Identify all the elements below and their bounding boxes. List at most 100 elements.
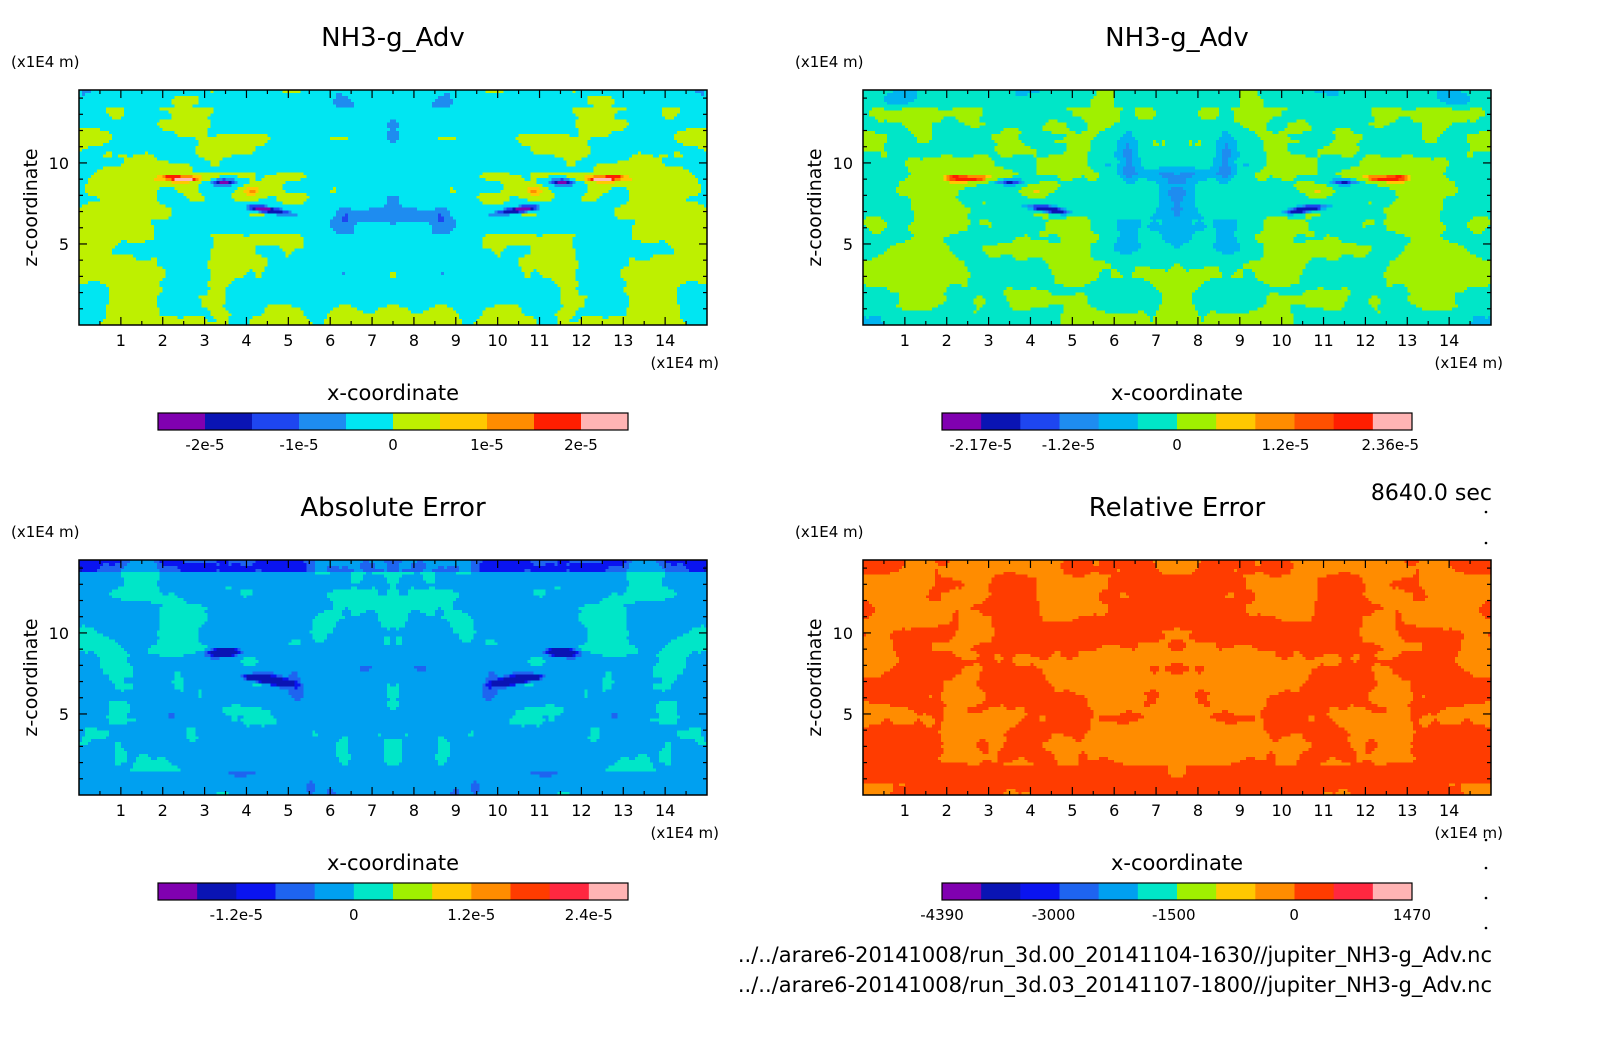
y-unit-label: (x1E4 m) <box>795 53 864 71</box>
x-tick-label: 6 <box>1109 801 1119 820</box>
colorbar-swatch <box>487 413 535 430</box>
x-tick-label: 3 <box>984 801 994 820</box>
x-tick-label: 11 <box>1313 331 1333 350</box>
x-tick-label: 14 <box>655 801 675 820</box>
relative-error-panel: Relative Error (x1E4 m) (x1E4 m) x-coordina… <box>795 493 1503 924</box>
colorbar-tick-label: 1.2e-5 <box>1261 436 1309 454</box>
colorbar-swatch <box>1372 883 1413 900</box>
y-tick-label: 10 <box>49 624 69 643</box>
colorbar-swatch <box>236 883 276 900</box>
colorbar-tick-label: -1500 <box>1152 906 1196 924</box>
x-tick-label: 10 <box>1271 331 1291 350</box>
colorbar-tick-label: -1.2e-5 <box>210 906 263 924</box>
colorbar-swatch <box>1098 413 1139 430</box>
colorbar-tick-label: 1470 <box>1393 906 1431 924</box>
x-tick-label: 10 <box>1271 801 1291 820</box>
colorbar-swatch <box>299 413 347 430</box>
colorbar-swatch <box>440 413 488 430</box>
x-tick-label: 9 <box>1235 331 1245 350</box>
colorbar-swatch <box>158 883 198 900</box>
colorbar-frame <box>157 412 629 431</box>
x-tick-label: 6 <box>325 801 335 820</box>
colorbar-swatch <box>275 883 316 900</box>
heatmap-field <box>79 560 707 795</box>
colorbar-swatch <box>1177 883 1217 900</box>
y-tick-label: 10 <box>833 624 853 643</box>
x-tick-label: 5 <box>283 331 293 350</box>
colorbar-tick-label: 2e-5 <box>564 436 598 454</box>
x-tick-label: 2 <box>942 801 952 820</box>
absolute-error-panel: Absolute Error (x1E4 m) (x1E4 m) x-coordina… <box>11 493 719 924</box>
y-tick-label: 5 <box>843 705 853 724</box>
colorbar-swatch <box>346 413 394 430</box>
x-tick-label: 1 <box>900 801 910 820</box>
x-tick-label: 10 <box>487 801 507 820</box>
colorbar-swatch <box>158 413 206 430</box>
y-unit-label: (x1E4 m) <box>11 523 80 541</box>
x-tick-label: 5 <box>283 801 293 820</box>
x-axis-label: x-coordinate <box>327 381 459 405</box>
colorbar-swatch <box>1255 413 1295 430</box>
x-tick-label: 11 <box>1313 801 1333 820</box>
x-tick-label: 8 <box>409 801 419 820</box>
y-axis-label: z-coordinate <box>804 618 826 736</box>
colorbar-swatch <box>197 883 237 900</box>
x-tick-label: 4 <box>1025 331 1035 350</box>
x-tick-label: 5 <box>1067 331 1077 350</box>
x-tick-label: 4 <box>1025 801 1035 820</box>
colorbar-swatch <box>1137 413 1178 430</box>
x-tick-label: 9 <box>451 801 461 820</box>
colorbar-swatch <box>205 413 253 430</box>
colorbar: -2.17e-5 -1.2e-5 0 1.2e-5 2.36e-5 <box>941 412 1420 454</box>
x-tick-label: 12 <box>1355 331 1375 350</box>
colorbar-swatch <box>314 883 355 900</box>
chart-title: Absolute Error <box>300 493 486 523</box>
heatmap-field <box>79 90 707 325</box>
colorbar-frame <box>941 882 1413 901</box>
x-unit-label: (x1E4 m) <box>1434 354 1503 372</box>
y-unit-label: (x1E4 m) <box>11 53 80 71</box>
x-tick-label: 1 <box>116 801 126 820</box>
colorbar-tick-label: -2.17e-5 <box>949 436 1012 454</box>
x-tick-label: 8 <box>1193 331 1203 350</box>
chart-title: Relative Error <box>1089 493 1266 523</box>
colorbar-swatch <box>471 883 511 900</box>
colorbar-swatch <box>1098 883 1139 900</box>
colorbar-swatch <box>942 413 982 430</box>
x-axis-label: x-coordinate <box>1111 851 1243 875</box>
colorbar-swatch <box>1216 413 1256 430</box>
colorbar-tick-label: 2.36e-5 <box>1362 436 1420 454</box>
colorbar-tick-label: -1.2e-5 <box>1042 436 1095 454</box>
x-tick-label: 3 <box>200 801 210 820</box>
y-tick-label: 5 <box>59 705 69 724</box>
colorbar-swatch <box>1294 413 1335 430</box>
colorbar-swatch <box>393 883 433 900</box>
heatmap-field <box>863 560 1491 795</box>
x-tick-label: 13 <box>613 331 633 350</box>
x-tick-label: 5 <box>1067 801 1077 820</box>
colorbar-tick-label: -4390 <box>920 906 964 924</box>
colorbar-swatch <box>942 883 982 900</box>
colorbar-frame <box>941 412 1413 431</box>
colorbar-swatch <box>1177 413 1217 430</box>
x-tick-label: 14 <box>1439 331 1459 350</box>
x-tick-label: 7 <box>1151 331 1161 350</box>
x-tick-label: 7 <box>1151 801 1161 820</box>
x-tick-label: 6 <box>325 331 335 350</box>
x-tick-label: 3 <box>984 331 994 350</box>
colorbar-swatch <box>1333 413 1374 430</box>
colorbar-swatch <box>1294 883 1335 900</box>
heatmap-field <box>863 90 1491 325</box>
colorbar-swatch <box>1059 883 1100 900</box>
colorbar-tick-label: 0 <box>388 436 398 454</box>
colorbar-tick-label: 0 <box>1172 436 1182 454</box>
nh3-panel-1: NH3-g_Adv (x1E4 m) (x1E4 m) x-coordinate z-c… <box>11 23 719 454</box>
x-tick-label: 8 <box>409 331 419 350</box>
y-tick-label: 10 <box>49 154 69 173</box>
colorbar-swatch <box>252 413 300 430</box>
colorbar-swatch <box>1059 413 1100 430</box>
y-axis-label: z-coordinate <box>20 148 42 266</box>
x-tick-label: 10 <box>487 331 507 350</box>
colorbar-swatch <box>534 413 582 430</box>
colorbar: -1.2e-5 0 1.2e-5 2.4e-5 <box>157 882 629 924</box>
